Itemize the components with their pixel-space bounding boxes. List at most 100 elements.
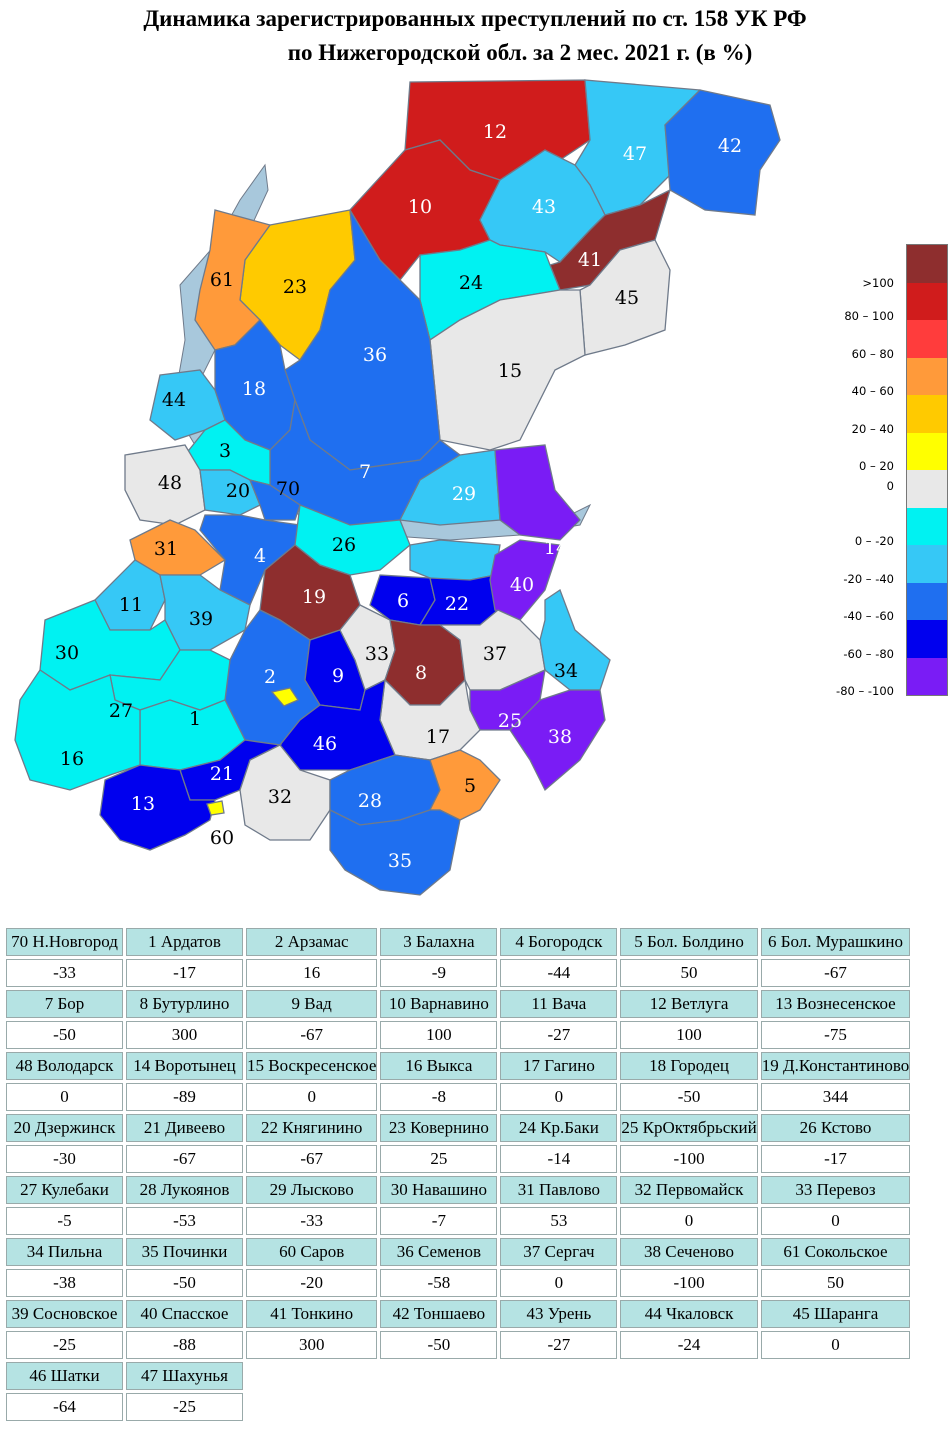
region-40-spasskoe [489,539,561,621]
table-region-value: 25 [380,1145,498,1173]
table-row-names: 46 Шатки 47 Шахунья [6,1362,910,1390]
table-row-names: 70 Н.Новгород 1 Ардатов 2 Арзамас 3 Балахна… [6,928,911,956]
table-region-value: -50 [380,1331,498,1359]
region-label-30: 30 [55,642,79,664]
region-label-1: 1 [189,708,201,730]
region-label-19: 19 [302,586,326,608]
region-48-volodarsk [124,444,206,526]
table-row-values: 0 -89 0 -8 0 -50 344 [6,1083,911,1111]
table-empty-cell [500,1393,617,1421]
table-region-value: -7 [380,1207,498,1235]
table-region-value: -100 [620,1145,758,1173]
table-region-value: -33 [246,1207,378,1235]
table-empty-cell [620,1362,757,1390]
table-region-value: 53 [500,1207,618,1235]
legend-label: 60 – 80 [851,346,894,361]
region-label-7: 7 [359,461,371,483]
region-15-voskresenskoe [429,289,586,451]
table-region-name: 17 Гагино [500,1052,618,1080]
map-title-line1: Динамика зарегистрированных преступлений… [143,6,807,31]
legend-label: 20 – 40 [851,421,894,436]
table-region-name: 6 Бол. Мурашкино [760,928,911,956]
region-label-16: 16 [60,748,84,770]
table-region-value: 300 [246,1331,378,1359]
table-region-name: 13 Вознесенское [760,990,911,1018]
table-region-name: 2 Арзамас [246,928,378,956]
table-region-name: 24 Кр.Баки [500,1114,618,1142]
region-label-9: 9 [332,665,344,687]
region-map: 7012345678910111213481415161718192021222… [14,79,781,896]
region-label-6: 6 [397,590,409,612]
map-title: Динамика зарегистрированных преступлений… [0,2,950,70]
table-region-value: -67 [760,959,911,987]
region-label-21: 21 [210,763,234,785]
region-label-27: 27 [109,700,133,722]
legend-swatch [907,620,947,658]
region-label-40: 40 [510,574,534,596]
table-region-value: 0 [620,1207,758,1235]
region-label-14: 14 [544,537,568,559]
table-region-value: -30 [6,1145,123,1173]
table-empty-cell [500,1362,617,1390]
table-region-name: 3 Балахна [380,928,498,956]
table-region-value: -64 [6,1393,123,1421]
region-5-bolboldino [428,749,501,821]
table-region-name: 60 Саров [246,1238,378,1266]
table-region-value: -100 [620,1269,758,1297]
table-region-name: 8 Бутурлино [126,990,243,1018]
table-region-name: 36 Семенов [380,1238,498,1266]
table-region-value: -14 [500,1145,618,1173]
legend-label: 0 – 20 [858,459,894,473]
region-label-37: 37 [483,643,507,665]
table-row-values: -30 -67 -67 25 -14 -100 -17 [6,1145,911,1173]
table-region-name: 1 Ардатов [126,928,243,956]
table-region-name: 5 Бол. Болдино [620,928,758,956]
region-label-34: 34 [554,660,578,682]
legend-swatch [907,545,947,583]
legend-label: -80 – -100 [836,684,894,698]
region-42-tonshaevo [664,89,781,216]
table-empty-cell [620,1393,757,1421]
region-60-sarov [206,800,225,816]
region-label-33: 33 [365,643,389,665]
table-region-name: 15 Воскресенское [246,1052,378,1080]
table-row-values: -64 -25 [6,1393,910,1421]
region-label-18: 18 [242,378,266,400]
table-region-name: 41 Тонкино [246,1300,378,1328]
table-region-value: 0 [760,1207,911,1235]
table-empty-cell [380,1362,497,1390]
table-region-value: 0 [500,1083,618,1111]
region-label-44: 44 [162,389,186,411]
table-region-name: 40 Спасское [126,1300,243,1328]
table-empty-cell [246,1362,377,1390]
region-label-11: 11 [119,594,143,616]
table-region-name: 47 Шахунья [126,1362,243,1390]
region-label-38: 38 [548,726,572,748]
region-label-39: 39 [189,608,213,630]
table-region-value: -25 [6,1331,123,1359]
table-region-name: 30 Навашино [380,1176,498,1204]
table-region-value: -38 [6,1269,123,1297]
table-region-name: 46 Шатки [6,1362,123,1390]
table-region-name: 33 Перевоз [760,1176,911,1204]
region-label-35: 35 [388,850,412,872]
table-region-name: 44 Чкаловск [620,1300,758,1328]
region-labels: 7012345678910111213481415161718192021222… [55,121,742,872]
table-region-name: 32 Первомайск [620,1176,758,1204]
table-region-name: 23 Ковернино [380,1114,498,1142]
legend-label: 0 [886,479,894,493]
table-region-value: -58 [380,1269,498,1297]
legend-swatch [907,470,947,508]
table-region-name: 4 Богородск [500,928,618,956]
table-row-values: -50 300 -67 100 -27 100 -75 [6,1021,911,1049]
legend-label: 0 – -20 [854,534,894,548]
legend-label: >100 [862,275,894,290]
table-region-value: -20 [246,1269,378,1297]
region-2b-arzamas-city [270,687,299,707]
region-label-3: 3 [219,440,231,462]
table-region-name: 18 Городец [620,1052,758,1080]
table-region-name: 25 КрОктябрьский [620,1114,758,1142]
table-region-value: -50 [126,1269,243,1297]
table-region-value: 100 [380,1021,498,1049]
table-region-name: 16 Выкса [380,1052,498,1080]
